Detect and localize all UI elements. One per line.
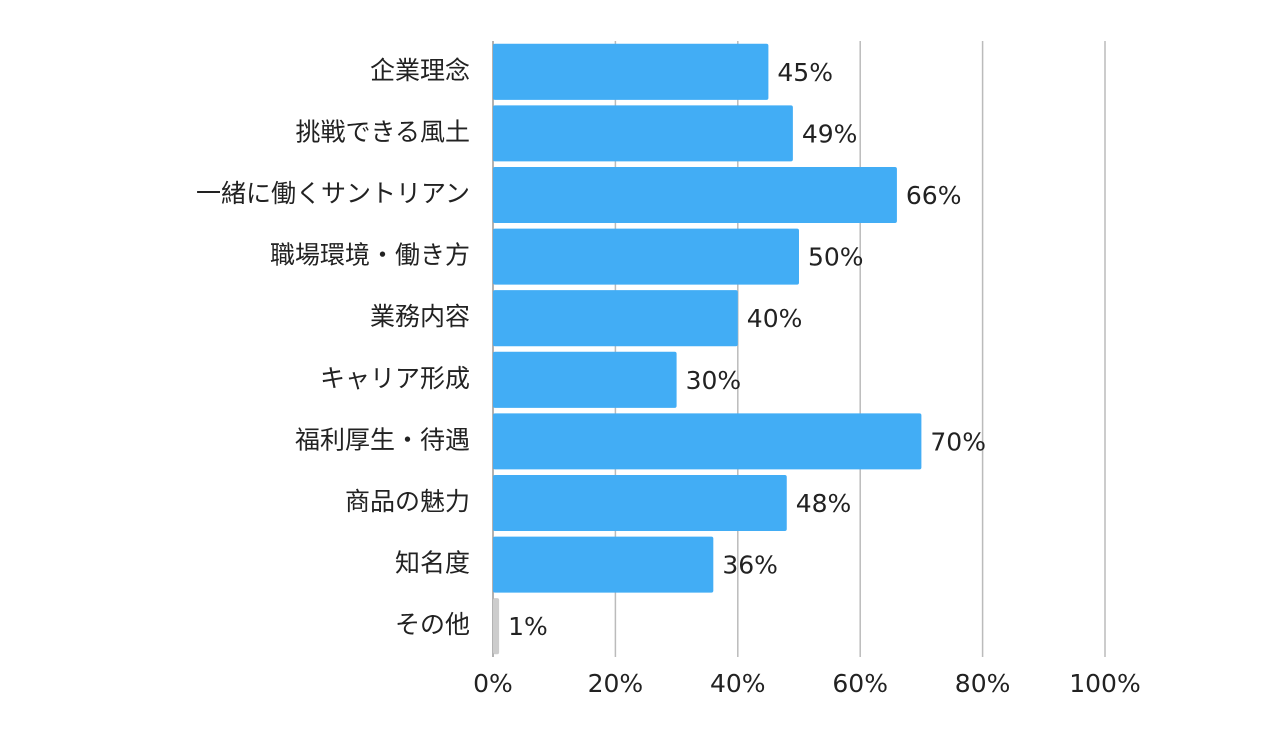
y-tick-label: キャリア形成	[320, 364, 470, 393]
x-tick-label: 80%	[955, 669, 1011, 698]
y-tick-label: 職場環境・働き方	[270, 241, 470, 270]
bar	[493, 290, 738, 347]
value-label: 49%	[802, 119, 858, 148]
bar	[493, 228, 799, 285]
x-tick-label: 20%	[588, 669, 644, 698]
y-tick-label: 一緒に働くサントリアン	[196, 179, 470, 208]
bar	[493, 43, 769, 100]
bar	[493, 105, 793, 162]
bar	[493, 351, 677, 408]
bar	[493, 474, 787, 532]
value-label: 50%	[808, 243, 864, 272]
x-tick-label: 40%	[710, 669, 766, 698]
y-tick-label: その他	[395, 610, 470, 639]
bar	[493, 536, 714, 593]
x-tick-label: 0%	[473, 669, 513, 698]
x-tick-label: 100%	[1069, 669, 1140, 698]
value-label: 1%	[508, 612, 548, 641]
y-tick-label: 業務内容	[370, 302, 470, 331]
x-tick-label: 60%	[832, 669, 888, 698]
y-tick-label: 知名度	[395, 549, 470, 578]
value-label: 40%	[747, 304, 803, 333]
value-label: 45%	[777, 58, 833, 87]
bar	[493, 166, 897, 224]
value-label: 48%	[796, 489, 852, 518]
y-tick-label: 福利厚生・待遇	[295, 425, 470, 454]
value-label: 66%	[906, 181, 962, 210]
y-tick-label: 商品の魅力	[345, 487, 470, 516]
value-label: 36%	[722, 551, 778, 580]
value-label: 70%	[930, 427, 986, 456]
y-tick-label: 挑戦できる風土	[295, 117, 470, 146]
y-tick-label: 企業理念	[370, 56, 470, 85]
bar	[493, 413, 922, 470]
bar	[493, 598, 500, 655]
value-label: 30%	[686, 366, 742, 395]
